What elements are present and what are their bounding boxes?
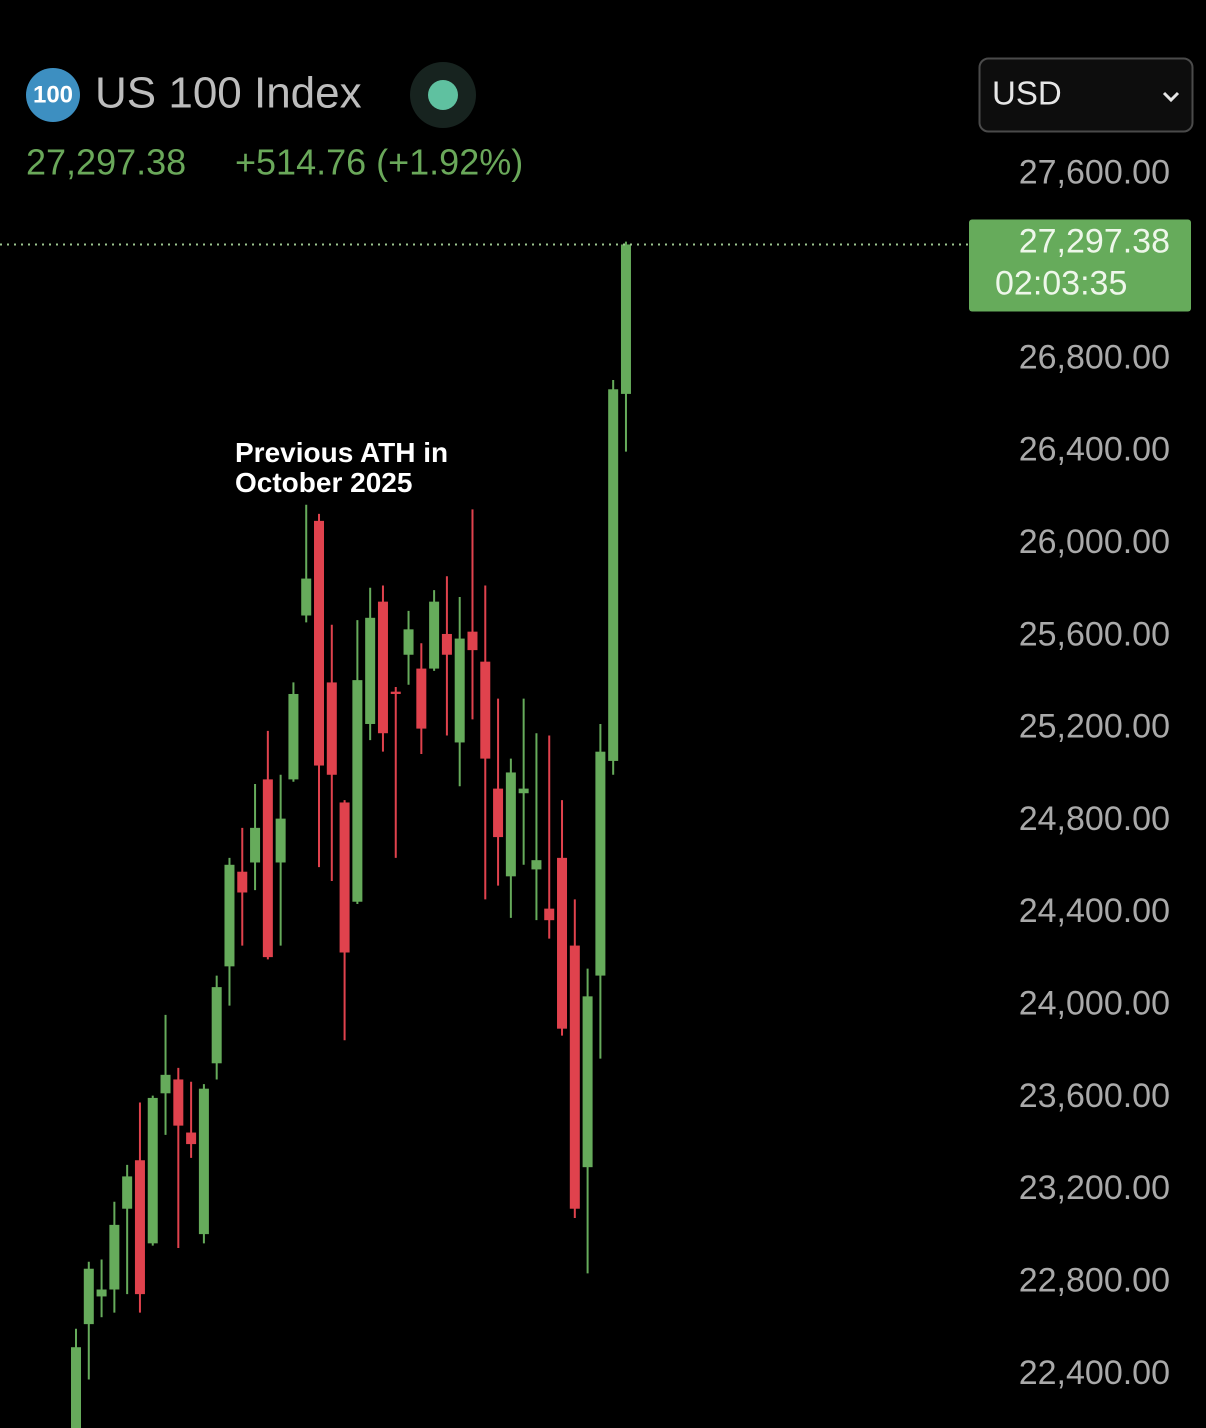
candle-body <box>339 802 350 953</box>
y-tick-label: 24,800.00 <box>1019 800 1170 838</box>
candle-body <box>582 996 593 1168</box>
candle-body <box>352 680 363 902</box>
candle-body <box>198 1088 209 1235</box>
price-tag <box>969 219 1191 312</box>
candle-body <box>109 1224 120 1290</box>
status-dot <box>428 80 458 110</box>
candle-body <box>480 661 491 759</box>
candle-body <box>301 578 312 616</box>
candle-body <box>96 1289 107 1297</box>
y-tick-label: 26,400.00 <box>1019 431 1170 469</box>
candle-body <box>288 693 299 780</box>
candle-body <box>467 631 478 651</box>
candle-body <box>275 818 286 863</box>
candle-body <box>403 629 414 655</box>
candle-body <box>557 857 568 1029</box>
candle-body <box>211 987 222 1064</box>
y-tick-label: 24,400.00 <box>1019 892 1170 930</box>
candle-body <box>326 682 337 775</box>
candle-body <box>620 244 631 394</box>
candle-body <box>250 827 261 863</box>
y-tick-label: 25,600.00 <box>1019 615 1170 653</box>
candle-body <box>595 751 606 976</box>
candle-body <box>237 871 248 893</box>
y-tick-label: 22,400.00 <box>1019 1354 1170 1392</box>
chart-title: US 100 Index <box>95 69 362 118</box>
candle-body <box>569 945 580 1209</box>
candle-body <box>147 1097 158 1244</box>
candle-body <box>429 601 440 669</box>
header-change: +514.76 (+1.92%) <box>235 142 523 183</box>
candle-body <box>505 772 516 877</box>
candle-body <box>441 633 452 655</box>
candle-body <box>314 520 325 766</box>
candle-body <box>390 691 401 694</box>
candle-body <box>186 1132 197 1145</box>
candle-body <box>377 601 388 734</box>
candle-body <box>531 860 542 870</box>
symbol-badge <box>26 68 80 122</box>
header-price: 27,297.38 <box>26 142 186 183</box>
candle-body <box>365 617 376 724</box>
dropdown-chevron <box>1162 91 1180 103</box>
badge-text: 100 <box>33 81 73 108</box>
y-tick-label: 25,200.00 <box>1019 708 1170 746</box>
candle-body <box>83 1268 94 1325</box>
candle-body <box>262 779 273 958</box>
candle-body <box>173 1079 184 1126</box>
candle-body <box>224 864 235 967</box>
candle-body <box>544 908 555 921</box>
candle-body <box>608 389 619 761</box>
price-tag-countdown: 02:03:35 <box>995 264 1127 302</box>
y-tick-label: 23,200.00 <box>1019 1169 1170 1207</box>
currency-label: USD <box>992 75 1062 112</box>
y-tick-label: 26,800.00 <box>1019 338 1170 376</box>
y-tick-label: 26,000.00 <box>1019 523 1170 561</box>
candle-body <box>160 1074 171 1094</box>
candle-body <box>416 668 427 729</box>
currency-select[interactable] <box>978 57 1194 133</box>
candle-body <box>454 638 465 743</box>
y-tick-label: 22,800.00 <box>1019 1262 1170 1300</box>
y-tick-label: 23,600.00 <box>1019 1077 1170 1115</box>
candle-body <box>518 788 529 794</box>
annotation-line: Previous ATH in <box>235 437 448 468</box>
candle-body <box>493 788 504 838</box>
candle-body <box>134 1160 145 1295</box>
candle-body <box>71 1347 81 1428</box>
y-tick-label: 24,000.00 <box>1019 985 1170 1023</box>
annotation: Previous ATH in October 2025 <box>235 437 456 498</box>
y-tick-label: 27,600.00 <box>1019 154 1170 192</box>
price-tag-value: 27,297.38 <box>1019 222 1170 260</box>
candle-body <box>122 1176 133 1209</box>
annotation-line: October 2025 <box>235 467 412 498</box>
